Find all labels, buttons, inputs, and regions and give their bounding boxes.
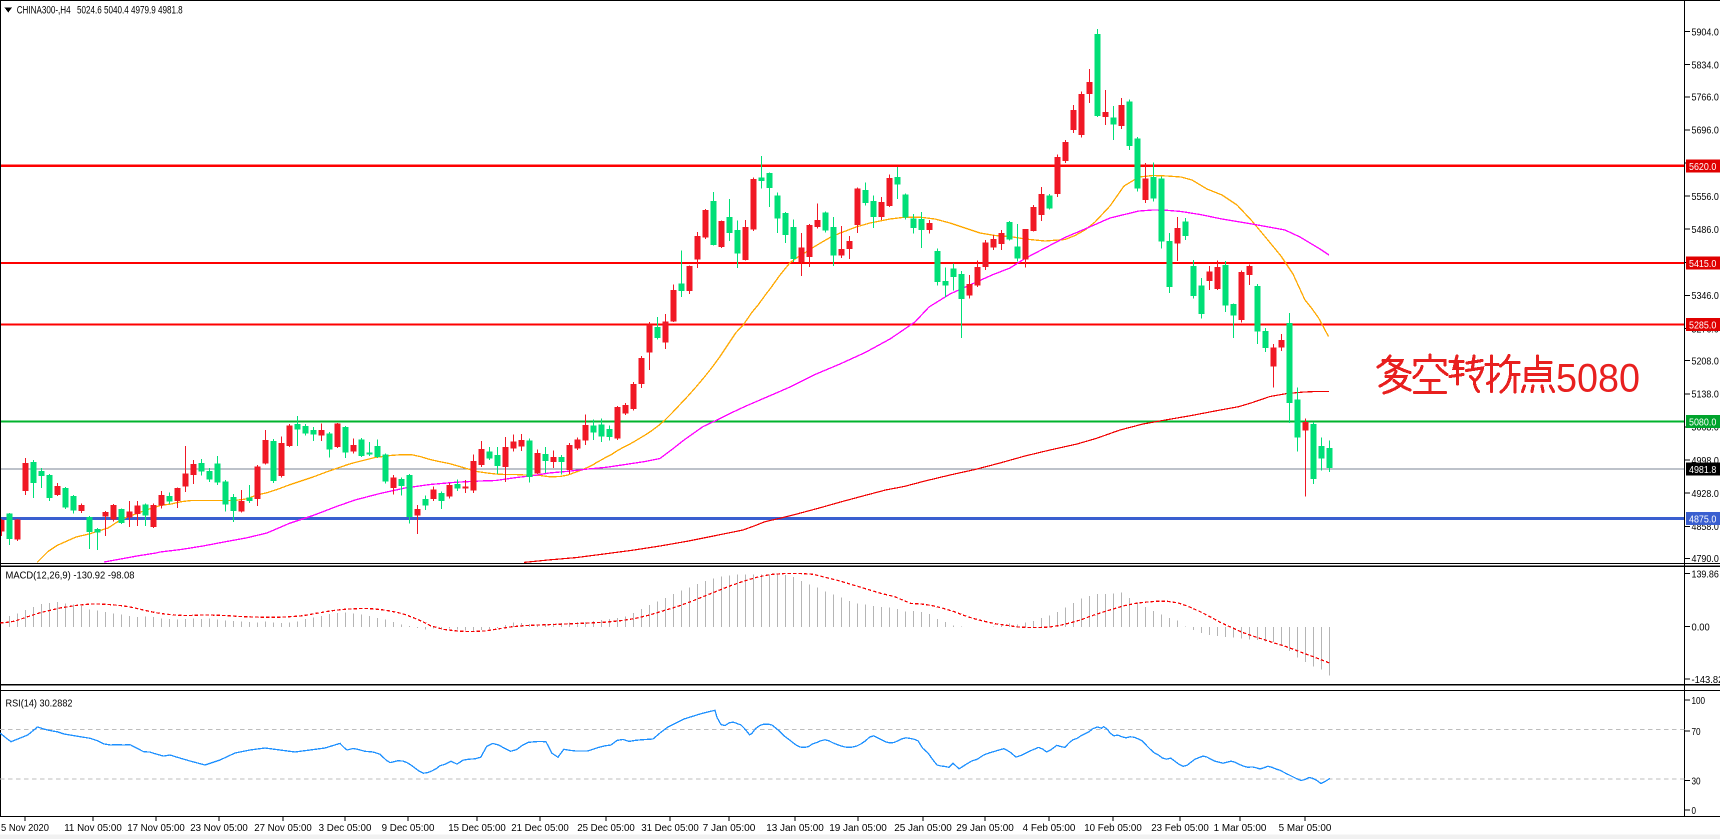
svg-text:100: 100 bbox=[1692, 695, 1706, 707]
svg-text:29 Jan 05:00: 29 Jan 05:00 bbox=[956, 822, 1014, 834]
svg-text:5766.0: 5766.0 bbox=[1692, 92, 1719, 104]
svg-text:4875.0: 4875.0 bbox=[1689, 514, 1716, 526]
svg-text:25 Dec 05:00: 25 Dec 05:00 bbox=[577, 822, 635, 834]
svg-text:5486.0: 5486.0 bbox=[1692, 224, 1719, 236]
svg-text:11 Nov 05:00: 11 Nov 05:00 bbox=[64, 822, 122, 834]
svg-text:5285.0: 5285.0 bbox=[1689, 319, 1716, 331]
svg-text:-143.82: -143.82 bbox=[1692, 674, 1720, 686]
svg-text:31 Dec 05:00: 31 Dec 05:00 bbox=[641, 822, 699, 834]
svg-text:5415.0: 5415.0 bbox=[1689, 258, 1716, 270]
svg-text:4928.0: 4928.0 bbox=[1692, 488, 1719, 500]
svg-text:5080.0: 5080.0 bbox=[1689, 417, 1716, 429]
svg-text:4981.8: 4981.8 bbox=[1689, 464, 1716, 476]
svg-text:9 Dec 05:00: 9 Dec 05:00 bbox=[382, 822, 435, 834]
svg-text:25 Jan 05:00: 25 Jan 05:00 bbox=[894, 822, 952, 834]
svg-text:5834.0: 5834.0 bbox=[1692, 59, 1719, 71]
svg-text:5620.0: 5620.0 bbox=[1689, 161, 1716, 173]
svg-text:23 Nov 05:00: 23 Nov 05:00 bbox=[190, 822, 248, 834]
svg-text:4 Feb 05:00: 4 Feb 05:00 bbox=[1023, 822, 1076, 834]
svg-text:5346.0: 5346.0 bbox=[1692, 290, 1719, 302]
svg-text:1 Mar 05:00: 1 Mar 05:00 bbox=[1214, 822, 1267, 834]
svg-text:23 Feb 05:00: 23 Feb 05:00 bbox=[1151, 822, 1209, 834]
svg-text:3 Dec 05:00: 3 Dec 05:00 bbox=[319, 822, 372, 834]
svg-text:10 Feb 05:00: 10 Feb 05:00 bbox=[1084, 822, 1142, 834]
svg-text:21 Dec 05:00: 21 Dec 05:00 bbox=[511, 822, 569, 834]
svg-text:5 Nov 2020: 5 Nov 2020 bbox=[1, 822, 49, 834]
svg-text:5080: 5080 bbox=[1556, 357, 1640, 401]
svg-text:5904.0: 5904.0 bbox=[1692, 26, 1719, 38]
svg-text:30: 30 bbox=[1692, 775, 1701, 787]
svg-text:27 Nov 05:00: 27 Nov 05:00 bbox=[254, 822, 312, 834]
svg-text:15 Dec 05:00: 15 Dec 05:00 bbox=[448, 822, 506, 834]
svg-text:13 Jan 05:00: 13 Jan 05:00 bbox=[766, 822, 824, 834]
svg-text:4790.0: 4790.0 bbox=[1692, 553, 1719, 565]
svg-text:0.00: 0.00 bbox=[1692, 621, 1710, 633]
svg-text:5138.0: 5138.0 bbox=[1692, 389, 1719, 401]
svg-text:19 Jan 05:00: 19 Jan 05:00 bbox=[829, 822, 887, 834]
svg-text:5696.0: 5696.0 bbox=[1692, 125, 1719, 137]
svg-text:7 Jan 05:00: 7 Jan 05:00 bbox=[703, 822, 756, 834]
svg-text:5208.0: 5208.0 bbox=[1692, 356, 1719, 368]
svg-text:17 Nov 05:00: 17 Nov 05:00 bbox=[127, 822, 185, 834]
svg-text:139.86: 139.86 bbox=[1692, 568, 1719, 580]
svg-text:5 Mar 05:00: 5 Mar 05:00 bbox=[1279, 822, 1332, 834]
svg-text:5556.0: 5556.0 bbox=[1692, 191, 1719, 203]
svg-text:MACD(12,26,9) -130.92 -98.08: MACD(12,26,9) -130.92 -98.08 bbox=[6, 570, 135, 582]
svg-text:CHINA300-,H4 5024.6 5040.4 49: CHINA300-,H4 5024.6 5040.4 4979.9 4981.8 bbox=[17, 4, 183, 16]
svg-text:70: 70 bbox=[1692, 726, 1701, 738]
svg-text:0: 0 bbox=[1692, 805, 1697, 817]
svg-text:RSI(14) 30.2882: RSI(14) 30.2882 bbox=[6, 698, 73, 710]
